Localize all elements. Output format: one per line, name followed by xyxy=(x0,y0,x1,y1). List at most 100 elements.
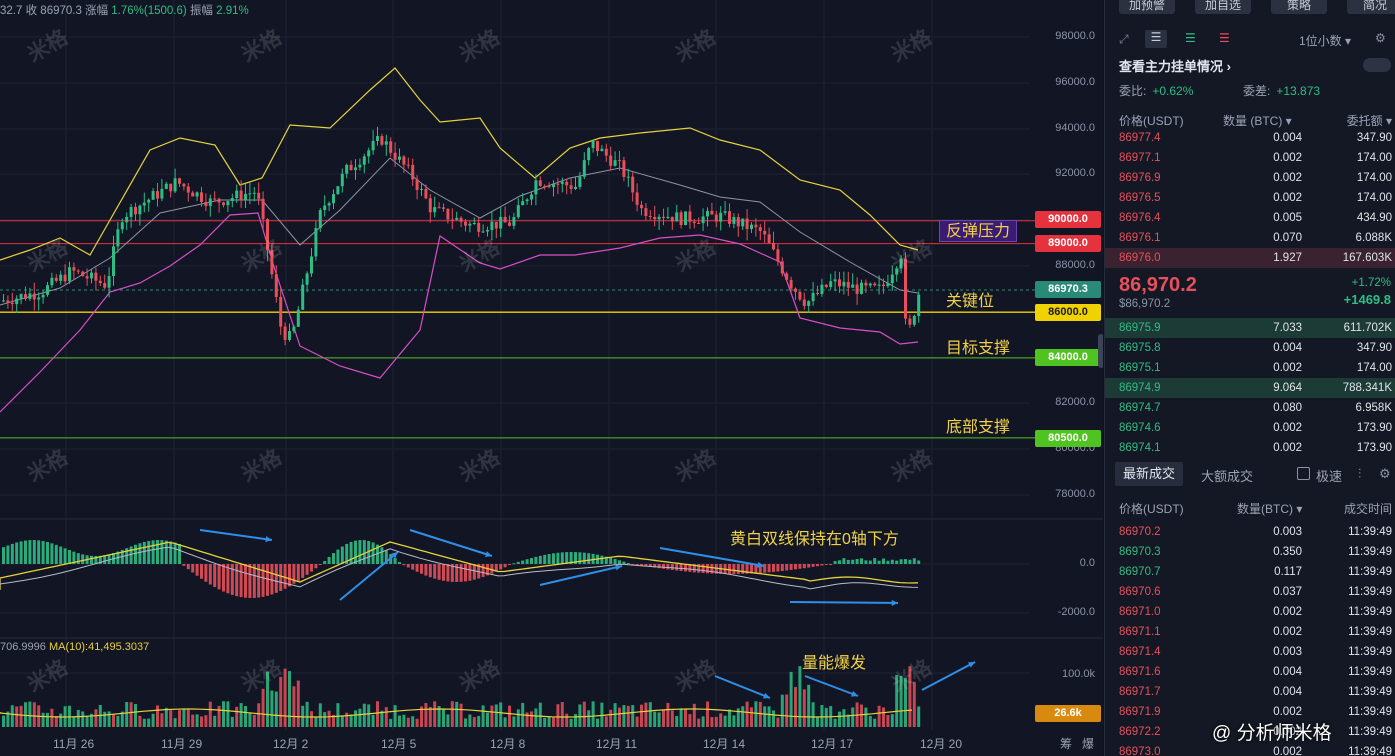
bid-row[interactable]: 86975.1 0.002 174.00 xyxy=(1105,358,1395,378)
ask-row[interactable]: 86976.9 0.002 174.00 xyxy=(1105,168,1395,188)
ask-row[interactable]: 86977.1 0.002 174.00 xyxy=(1105,148,1395,168)
header-qty[interactable]: 数量 (BTC) ▾ xyxy=(1223,114,1292,128)
candle-body xyxy=(415,179,419,190)
candle-body xyxy=(697,223,701,225)
macd-bar xyxy=(895,560,899,564)
candle-body xyxy=(164,183,168,189)
volume-bar xyxy=(538,702,542,727)
change-value: 1.76%(1500.6) xyxy=(111,5,187,17)
macd-bar xyxy=(516,561,520,564)
candle-body xyxy=(349,164,353,171)
macd-bar xyxy=(789,564,793,570)
annotation-target-support: 目标支撑 xyxy=(946,340,1011,357)
trade-row[interactable]: 86971.6 0.004 11:39:49 xyxy=(1105,662,1395,682)
macd-bar xyxy=(107,554,111,564)
trade-row[interactable]: 86970.6 0.037 11:39:49 xyxy=(1105,582,1395,602)
macd-bar xyxy=(684,564,687,572)
trade-row[interactable]: 86971.1 0.002 11:39:49 xyxy=(1105,622,1395,642)
trade-row[interactable]: 86971.0 0.002 11:39:49 xyxy=(1105,602,1395,622)
add-watchlist-button[interactable]: 加自选 xyxy=(1195,0,1251,14)
trade-header-qty[interactable]: 数量(BTC) ▾ xyxy=(1237,502,1303,516)
ask-row[interactable]: 86977.4 0.004 347.90 xyxy=(1105,128,1395,148)
bid-row[interactable]: 86975.8 0.004 347.90 xyxy=(1105,338,1395,358)
volume-bar xyxy=(714,716,718,727)
liquidation-button[interactable]: 爆 xyxy=(1082,737,1095,751)
ask-row[interactable]: 86976.1 0.070 6.088K xyxy=(1105,228,1395,248)
bid-row[interactable]: 86974.9 9.064 788.341K xyxy=(1105,378,1395,398)
trade-row[interactable]: 86971.4 0.003 11:39:49 xyxy=(1105,642,1395,662)
candle-body xyxy=(437,207,441,209)
volume-bar xyxy=(274,691,278,727)
candle-body xyxy=(468,223,472,226)
macd-bar xyxy=(323,560,327,564)
volume-bar xyxy=(411,716,415,727)
x-axis-label: 11月 26 xyxy=(53,737,95,751)
tab-large-trades[interactable]: 大额成交 xyxy=(1201,469,1254,484)
chart-canvas[interactable] xyxy=(0,0,1103,756)
macd-bar xyxy=(301,564,305,578)
overview-button[interactable]: 简况 xyxy=(1347,0,1395,14)
row-price: 86976.1 xyxy=(1119,232,1161,244)
candle-body xyxy=(736,217,740,227)
macd-bar xyxy=(191,564,195,573)
tab-latest-trades[interactable]: 最新成交 xyxy=(1115,462,1184,486)
row-price: 86970.2 xyxy=(1119,526,1161,538)
annotation-arrowhead xyxy=(851,690,858,697)
bid-row[interactable]: 86974.7 0.080 6.958K xyxy=(1105,398,1395,418)
volume-bar xyxy=(459,703,463,727)
row-amount: 611.702K xyxy=(1343,322,1392,334)
volume-bar xyxy=(76,709,80,727)
trade-row[interactable]: 86971.7 0.004 11:39:49 xyxy=(1105,682,1395,702)
trade-row[interactable]: 86970.2 0.003 11:39:49 xyxy=(1105,522,1395,542)
header-amount[interactable]: 委托额 ▾ xyxy=(1346,114,1392,128)
trade-row[interactable]: 86970.7 0.117 11:39:49 xyxy=(1105,562,1395,582)
strategy-button[interactable]: 策略 xyxy=(1271,0,1327,14)
trade-row[interactable]: 86971.9 0.002 11:39:49 xyxy=(1105,702,1395,722)
trade-row[interactable]: 86970.3 0.350 11:39:49 xyxy=(1105,542,1395,562)
macd-bar xyxy=(552,553,555,564)
kline-chart[interactable]: 32.7 收 86970.3 涨幅 1.76%(1500.6) 振幅 2.91%… xyxy=(0,0,1103,756)
volume-bar xyxy=(622,705,626,727)
macd-bar xyxy=(340,546,344,564)
trade-header: 价格(USDT) 数量(BTC) ▾ 成交时间 xyxy=(1105,498,1395,518)
book-asks-icon[interactable]: ☰ xyxy=(1219,31,1230,45)
trade-settings-icon[interactable]: ⚙ xyxy=(1379,466,1391,481)
expand-icon[interactable]: ⤢ xyxy=(1119,32,1129,46)
macd-bar xyxy=(873,558,877,564)
candle-body xyxy=(191,192,195,197)
ask-row[interactable]: 86976.5 0.002 174.00 xyxy=(1105,188,1395,208)
macd-bar xyxy=(512,563,516,565)
ask-row[interactable]: 86976.4 0.005 434.90 xyxy=(1105,208,1395,228)
filter-icon[interactable]: ⫶ xyxy=(1358,466,1362,481)
bollinger-mid xyxy=(0,157,919,306)
settings-icon[interactable]: ⚙ xyxy=(1375,31,1386,45)
ask-row[interactable]: 86976.0 1.927 167.603K xyxy=(1105,248,1395,268)
candle-body xyxy=(81,271,85,277)
book-bids-icon[interactable]: ☰ xyxy=(1185,31,1196,45)
volume-bar xyxy=(433,701,437,727)
speed-checkbox[interactable] xyxy=(1297,467,1310,480)
volume-bar xyxy=(785,694,789,727)
volume-ma-line: 706.9996 MA(10):41,495.3037 xyxy=(0,641,149,653)
macd-bar xyxy=(908,559,912,564)
trade-row[interactable]: 86972.2 0.002 11:39:49 xyxy=(1105,722,1395,742)
main-orders-link[interactable]: 查看主力挂单情况 › xyxy=(1119,59,1231,74)
candle-body xyxy=(741,218,745,227)
bid-row[interactable]: 86974.6 0.002 173.90 xyxy=(1105,418,1395,438)
macd-bar xyxy=(358,540,362,564)
add-alert-button[interactable]: 加预警 xyxy=(1119,0,1175,14)
annotation-arrow xyxy=(714,675,771,699)
trade-row[interactable]: 86973.0 0.002 11:39:49 xyxy=(1105,742,1395,756)
main-orders-toggle[interactable] xyxy=(1363,58,1391,72)
book-both-icon[interactable]: ☰ xyxy=(1145,30,1167,48)
chip-distribution-button[interactable]: 筹 xyxy=(1060,737,1073,751)
macd-bar xyxy=(829,564,833,565)
candle-body xyxy=(490,221,494,231)
panel-resize-handle[interactable] xyxy=(1098,334,1103,368)
bid-row[interactable]: 86975.9 7.033 611.702K xyxy=(1105,318,1395,338)
row-amount: 11:39:49 xyxy=(1348,666,1392,678)
bid-row[interactable]: 86974.1 0.002 173.90 xyxy=(1105,438,1395,458)
volume-bar xyxy=(908,666,912,727)
precision-select[interactable]: 1位小数 ▾ xyxy=(1299,34,1352,48)
candle-body xyxy=(728,211,731,224)
